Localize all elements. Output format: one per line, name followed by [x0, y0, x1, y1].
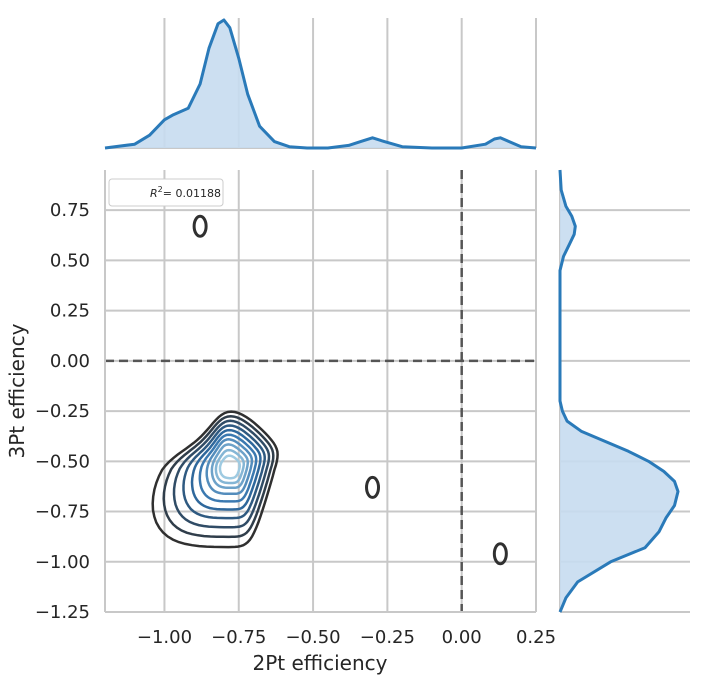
x-marginal-line: [104, 18, 537, 150]
y-tick-label: 0.50: [50, 250, 90, 271]
kde-contour-level: [214, 448, 246, 485]
kde-contour-level: [205, 438, 254, 496]
x-tick-label: 0.00: [442, 627, 482, 648]
kde-contour-level: [210, 443, 250, 490]
legend-value: = 0.01188: [163, 187, 221, 200]
kde-contours: [151, 214, 508, 566]
x-tick-label: 0.25: [516, 627, 556, 648]
y-marginal-line: [558, 169, 680, 613]
y-tick-label: −1.00: [35, 552, 90, 573]
legend-r: R: [150, 187, 158, 200]
x-marginal-fill: [105, 20, 536, 148]
kde-contour-level: [190, 428, 262, 511]
kde-outlier-contour: [365, 475, 381, 499]
x-tick-label: −0.25: [360, 627, 415, 648]
y-tick-label: 0.00: [50, 351, 90, 372]
main-kde-panel: −1.00 −0.75 −0.50 −0.25 0.00 0.25 0.75 0.50 0.25…: [35, 170, 556, 648]
kde-outlier-contour: [492, 542, 508, 566]
x-tick-label: −0.50: [285, 627, 340, 648]
x-tick-label: −1.00: [137, 627, 192, 648]
kde-contour-level: [162, 414, 275, 539]
kde-outlier-contour: [192, 214, 208, 238]
legend-box: [108, 178, 224, 207]
legend-label: R2= 0.01188: [150, 185, 221, 200]
x-marginal-kde-panel: [104, 18, 537, 150]
kde-contour-level: [182, 424, 266, 520]
kde-contour-level: [218, 454, 241, 480]
main-grid: [105, 170, 537, 613]
kde-contour-level: [151, 410, 279, 549]
x-tick-label: −0.75: [211, 627, 266, 648]
kde-contour-level: [198, 433, 258, 503]
y-axis-title: 3Pt efficiency: [5, 323, 29, 458]
legend-sup: 2: [158, 185, 163, 194]
kde-contour-level: [172, 419, 271, 529]
x-axis-title: 2Pt efficiency: [253, 651, 388, 675]
y-marginal-kde-panel: [558, 169, 690, 613]
y-tick-label: −0.75: [35, 502, 90, 523]
reference-lines: [105, 170, 536, 612]
y-tick-label: −0.25: [35, 401, 90, 422]
y-tick-label: −0.50: [35, 451, 90, 472]
y-marginal-fill: [560, 170, 678, 612]
y-tick-label: 0.25: [50, 301, 90, 322]
y-tick-label: 0.75: [50, 200, 90, 221]
legend: R2= 0.01188: [108, 178, 224, 207]
y-tick-label: −1.25: [35, 602, 90, 623]
main-axes: −1.00 −0.75 −0.50 −0.25 0.00 0.25 0.75 0.50 0.25…: [35, 170, 556, 648]
